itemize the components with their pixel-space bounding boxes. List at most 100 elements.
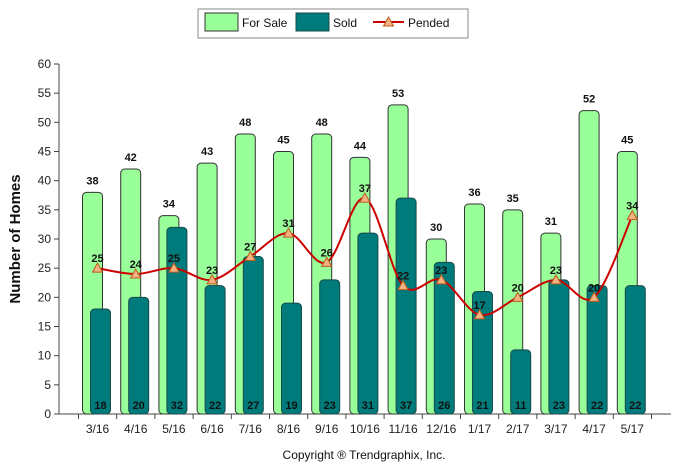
y-tick-label: 55 (38, 86, 52, 100)
x-tick-label: 9/16 (315, 422, 339, 436)
data-label-for-sale: 30 (430, 222, 442, 234)
point-pended (206, 273, 218, 285)
data-label-for-sale: 45 (277, 135, 289, 147)
x-tick-label: 5/17 (621, 422, 645, 436)
data-label-sold: 31 (362, 400, 374, 412)
bar-sold (90, 308, 111, 415)
data-label-sold: 37 (400, 400, 412, 412)
data-label-pended: 37 (359, 183, 371, 195)
data-label-for-sale: 45 (621, 135, 633, 147)
data-label-pended: 17 (473, 300, 485, 312)
x-tick-label: 10/16 (350, 422, 380, 436)
y-tick-label: 5 (44, 378, 51, 392)
data-label-sold: 22 (591, 400, 603, 412)
point-pended (588, 291, 600, 302)
data-label-for-sale: 42 (125, 152, 137, 164)
x-tick-label: 1/17 (468, 422, 492, 436)
data-label-sold: 26 (438, 400, 450, 412)
bar-sold (281, 302, 302, 415)
data-label-pended: 24 (130, 259, 143, 271)
data-label-sold: 11 (515, 400, 527, 412)
data-label-sold: 23 (324, 400, 336, 412)
data-label-pended: 23 (206, 265, 218, 277)
x-tick-label: 12/16 (426, 422, 456, 436)
point-pended (550, 273, 562, 285)
data-label-sold: 18 (94, 400, 106, 412)
legend-swatch-for-sale (204, 12, 239, 32)
x-tick-label: 3/16 (86, 422, 110, 436)
y-tick-label: 20 (38, 290, 52, 304)
data-label-pended: 26 (321, 247, 333, 259)
x-tick-label: 4/17 (582, 422, 606, 436)
bar-sold (510, 349, 532, 415)
data-label-pended: 25 (168, 253, 180, 265)
bar-sold (395, 197, 417, 415)
copyright-text: Copyright ® Trendgraphix, Inc. (283, 448, 446, 462)
bar-sold (472, 291, 493, 415)
data-label-for-sale: 35 (507, 193, 519, 205)
data-label-sold: 23 (553, 400, 565, 412)
x-tick-label: 5/16 (162, 422, 186, 436)
bar-sold (548, 279, 570, 415)
legend-label-for-sale: For Sale (242, 16, 288, 30)
data-label-for-sale: 43 (201, 146, 213, 158)
data-label-for-sale: 52 (583, 94, 595, 106)
data-label-for-sale: 44 (354, 140, 367, 152)
data-label-for-sale: 38 (86, 175, 98, 187)
data-label-pended: 34 (626, 201, 639, 213)
point-pended (129, 267, 142, 279)
point-pended (91, 262, 104, 273)
x-tick-label: 6/16 (200, 422, 224, 436)
legend-swatch-pended-marker (382, 15, 395, 27)
data-label-pended: 31 (282, 218, 294, 230)
legend-box (197, 8, 469, 39)
point-pended (473, 308, 486, 320)
bar-sold (586, 285, 608, 415)
point-pended (168, 262, 180, 273)
y-tick-label: 60 (38, 57, 52, 71)
bar-sold (166, 226, 188, 415)
data-label-for-sale: 36 (468, 187, 480, 199)
data-label-pended: 20 (512, 282, 524, 294)
data-label-pended: 20 (588, 282, 600, 294)
data-label-for-sale: 34 (163, 199, 176, 211)
data-label-pended: 27 (244, 242, 256, 254)
point-pended (435, 273, 448, 285)
data-label-sold: 27 (247, 400, 259, 412)
data-label-for-sale: 53 (392, 88, 404, 100)
point-pended (359, 192, 371, 203)
x-tick-label: 2/17 (506, 422, 530, 436)
data-label-sold: 20 (133, 400, 145, 412)
legend-label-sold: Sold (333, 16, 357, 30)
data-label-pended: 23 (435, 265, 447, 277)
data-label-for-sale: 48 (316, 117, 328, 129)
y-tick-label: 45 (38, 145, 52, 159)
y-tick-label: 0 (44, 407, 51, 421)
y-tick-label: 40 (38, 174, 52, 188)
data-label-for-sale: 31 (545, 216, 557, 228)
bar-sold (128, 296, 150, 415)
y-tick-label: 25 (38, 261, 52, 275)
point-pended (626, 209, 639, 221)
data-label-pended: 23 (550, 265, 562, 277)
bar-sold (433, 261, 455, 415)
y-tick-label: 50 (38, 115, 52, 129)
point-pended (282, 227, 295, 238)
y-tick-label: 10 (38, 349, 52, 363)
x-tick-label: 8/16 (277, 422, 301, 436)
legend-label-pended: Pended (408, 16, 449, 30)
point-pended (320, 256, 333, 267)
y-axis-title: Number of Homes (7, 174, 24, 303)
data-label-sold: 22 (209, 400, 221, 412)
legend-swatch-sold (295, 12, 330, 32)
data-label-sold: 19 (285, 400, 297, 412)
y-tick-label: 35 (38, 203, 52, 217)
point-pended (511, 291, 524, 302)
data-label-sold: 22 (629, 400, 641, 412)
x-tick-label: 11/16 (389, 422, 418, 436)
y-tick-label: 30 (38, 232, 52, 246)
bar-sold (204, 285, 226, 415)
point-pended (397, 279, 409, 291)
data-label-for-sale: 48 (239, 117, 251, 129)
